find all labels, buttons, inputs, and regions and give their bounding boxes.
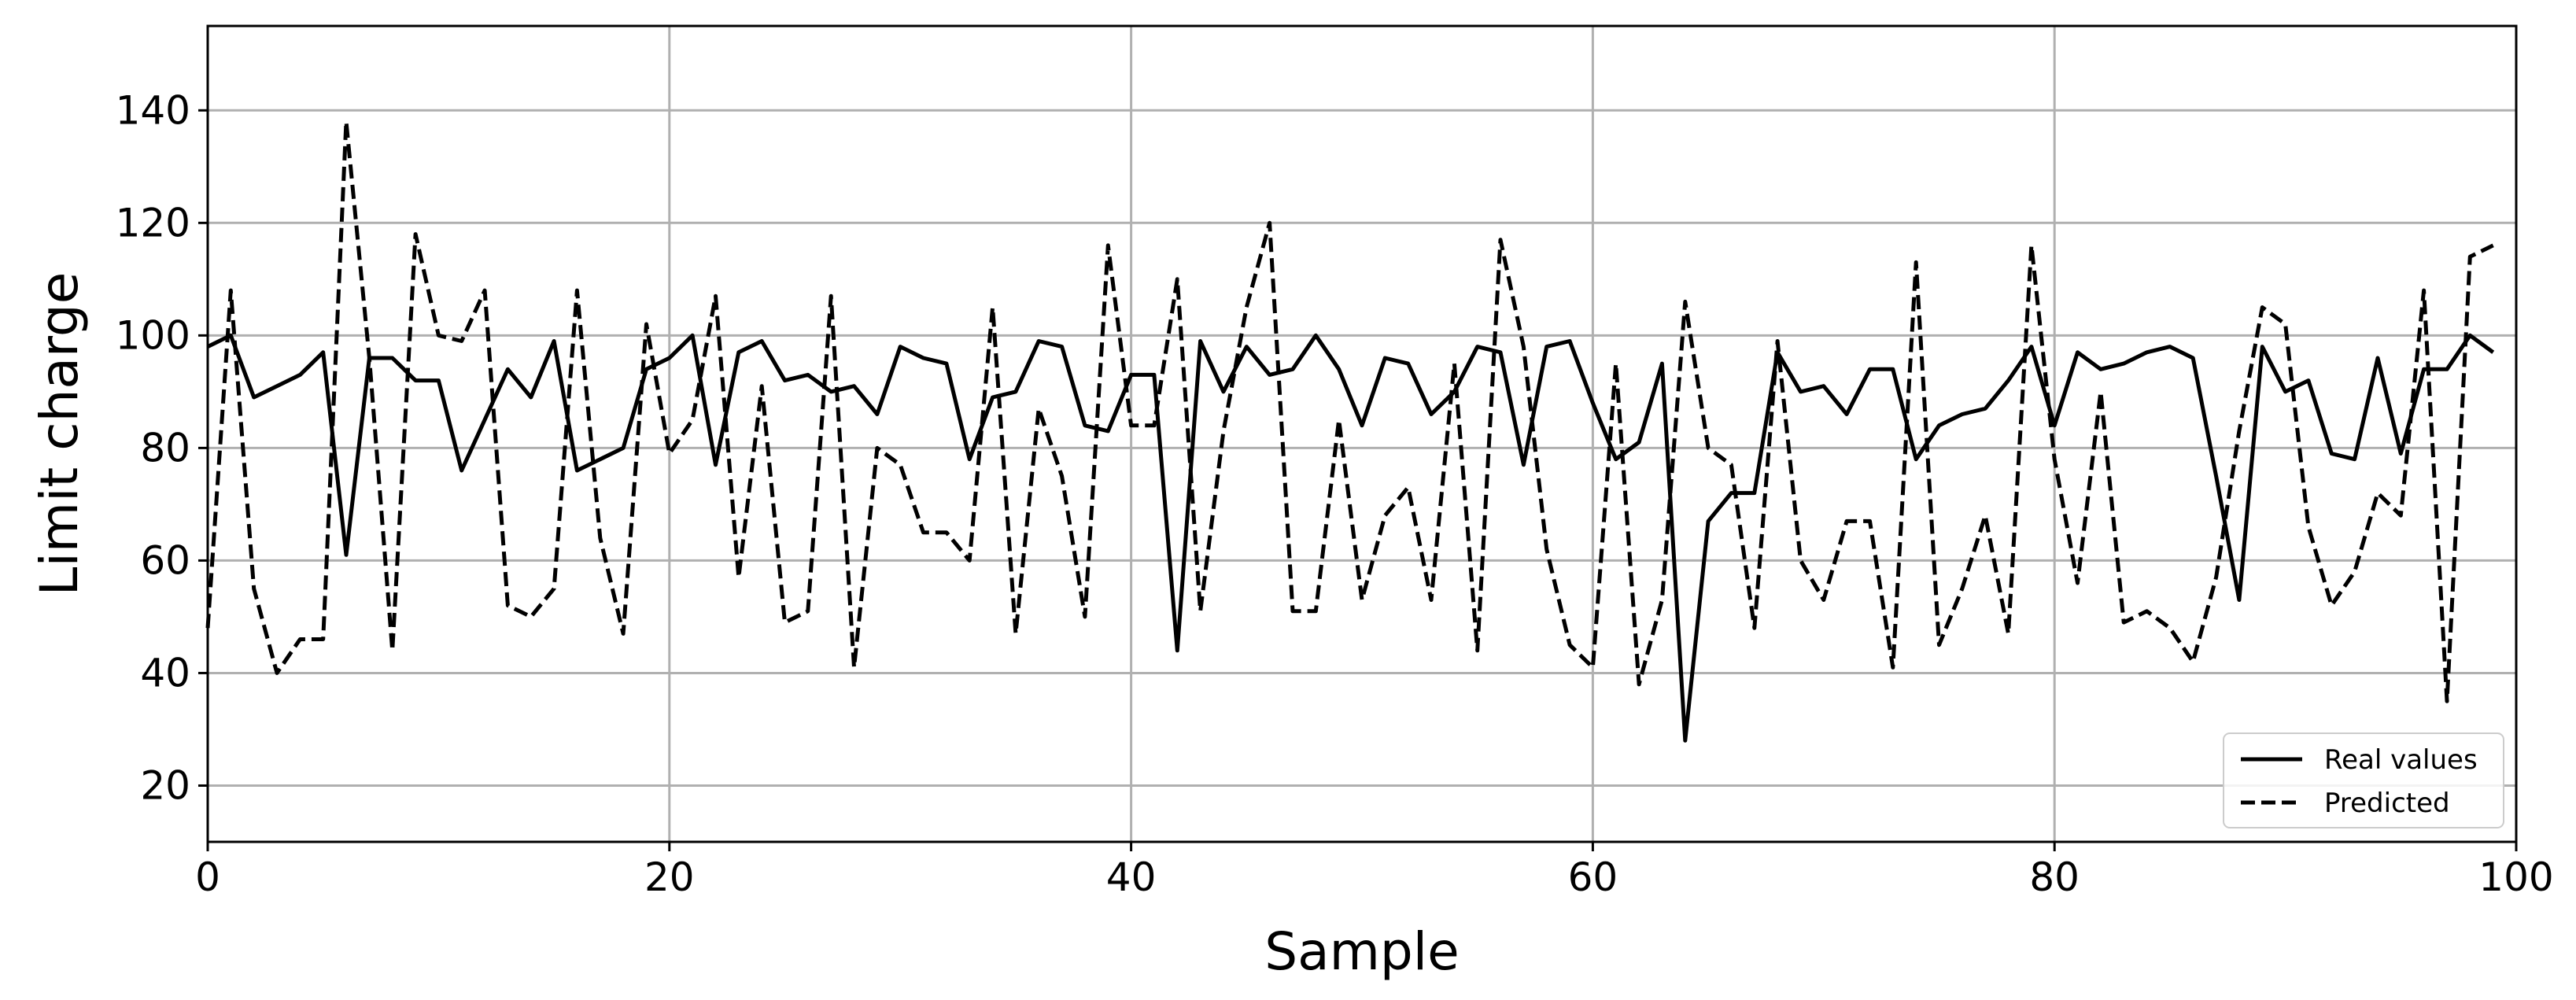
legend-label: Real values — [2324, 744, 2478, 776]
y-axis-title: Limit charge — [29, 272, 90, 596]
legend: Real values Predicted — [2223, 732, 2504, 828]
x-axis-title: Sample — [1264, 921, 1459, 982]
x-tick-label: 80 — [2029, 854, 2080, 900]
x-tick-label: 40 — [1106, 854, 1157, 900]
plot-frame — [206, 24, 2518, 843]
y-tick-label: 40 — [140, 650, 190, 696]
y-tick-label: 140 — [116, 87, 190, 133]
predicted-series-line — [205, 120, 2494, 703]
real-values-series-line — [206, 333, 2495, 743]
series-lines — [205, 120, 2495, 743]
y-tick-label: 120 — [116, 200, 190, 245]
legend-label: Predicted — [2324, 788, 2450, 819]
y-tick-label: 80 — [140, 425, 190, 470]
y-tick-label: 60 — [140, 537, 190, 583]
y-tick-label: 20 — [140, 762, 190, 808]
x-tick-label: 0 — [195, 854, 220, 900]
x-tick-label: 100 — [2478, 854, 2553, 900]
x-tick-label: 60 — [1568, 854, 1618, 900]
x-tick-label: 20 — [644, 854, 695, 900]
y-tick-label: 100 — [116, 312, 190, 358]
